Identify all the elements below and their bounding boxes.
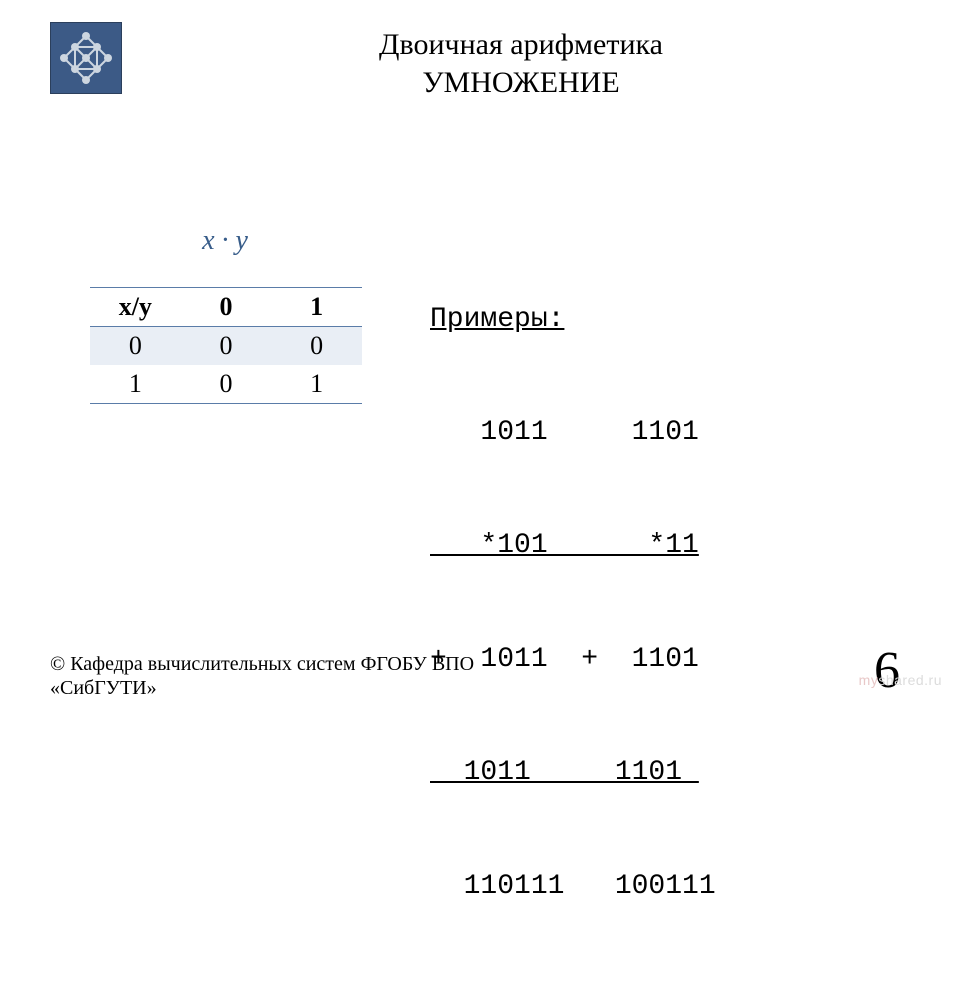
logo-icon <box>50 22 122 94</box>
th-xy: x/y <box>90 288 181 327</box>
examples-block: Примеры: 1011 1101 *101 *11 + 1011 + 110… <box>430 225 716 981</box>
page-number: 6 <box>874 641 900 700</box>
table-row: 1 0 1 <box>90 365 362 404</box>
example-line: 1011 1101 <box>430 754 716 792</box>
truth-table: x/y 0 1 0 0 0 1 0 1 <box>90 287 362 404</box>
examples-label: Примеры: <box>430 301 716 339</box>
table-row: 0 0 0 <box>90 327 362 366</box>
footer-line2: «СибГУТИ» <box>50 676 474 700</box>
th-col1: 1 <box>271 288 362 327</box>
truth-table-caption: x · y <box>90 225 360 257</box>
footer-credit: © Кафедра вычислительных систем ФГОБУ ВП… <box>50 652 474 700</box>
slide-title-line2: УМНОЖЕНИЕ <box>122 64 920 102</box>
watermark: myshared.ru <box>859 672 942 688</box>
footer-line1: © Кафедра вычислительных систем ФГОБУ ВП… <box>50 652 474 676</box>
example-line: *101 *11 <box>430 527 716 565</box>
example-line: 110111 100111 <box>430 868 716 906</box>
slide-title-line1: Двоичная арифметика <box>122 26 920 64</box>
th-col0: 0 <box>181 288 272 327</box>
example-line: 1011 1101 <box>430 414 716 452</box>
